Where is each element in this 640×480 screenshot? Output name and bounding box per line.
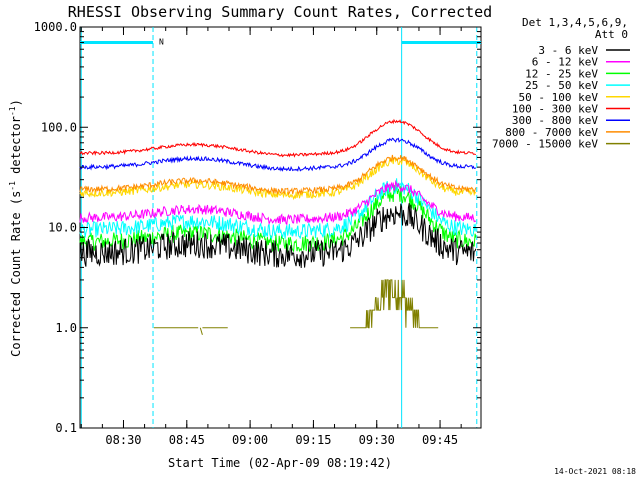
series-line-100-300kev (79, 118, 477, 158)
legend-label: 100 - 300 keV (512, 103, 598, 116)
series-line-3-6kev (79, 203, 477, 269)
y-tick-label: 0.1 (55, 421, 77, 435)
series-line-7000-15000kev-flare (350, 279, 439, 329)
chart-title: RHESSI Observing Summary Count Rates, Co… (68, 3, 492, 21)
series-line-6-12kev (79, 179, 477, 226)
y-axis-label-sup1: -1 (8, 181, 17, 191)
y-axis-label-sup2: -1 (8, 106, 17, 116)
x-axis-label: Start Time (02-Apr-09 08:19:42) (168, 456, 392, 470)
legend-label: 6 - 12 keV (532, 56, 599, 69)
y-tick-label: 1000.0 (34, 20, 77, 34)
series-line-300-800kev (79, 137, 477, 172)
timestamp: 14-Oct-2021 08:18 (554, 467, 636, 476)
series-line-12-25kev (79, 185, 477, 254)
legend-header-line1: Det 1,3,4,5,6,9, (522, 16, 628, 29)
y-axis-label: Corrected Count Rate (s-1 detector-1) (8, 99, 23, 357)
night-marker-label: N (159, 38, 164, 47)
y-tick-label: 10.0 (48, 221, 77, 235)
series-layer (79, 118, 477, 335)
y-axis: 0.1 1.0 10.0 100.0 1000.0 (34, 20, 481, 435)
x-tick-label: 09:00 (232, 433, 268, 447)
y-axis-label-main: Corrected Count Rate (s (9, 191, 23, 357)
legend-label: 7000 - 15000 keV (492, 138, 598, 151)
x-tick-label: 09:15 (295, 433, 331, 447)
legend-label: 3 - 6 keV (538, 44, 598, 57)
y-axis-label-mid: detector (9, 116, 23, 181)
series-line-50-100kev (79, 156, 477, 201)
x-tick-label: 09:45 (422, 433, 458, 447)
series-line-800-7000kev (79, 154, 477, 196)
legend-label: 800 - 7000 keV (505, 126, 598, 139)
x-tick-label: 08:30 (105, 433, 141, 447)
legend-label: 25 - 50 keV (525, 79, 598, 92)
legend-header-line2: Att 0 (595, 28, 628, 41)
y-tick-label: 100.0 (41, 120, 77, 134)
x-axis: 08:30 08:45 09:00 09:15 09:30 09:45 (80, 27, 462, 447)
legend-label: 12 - 25 keV (525, 67, 598, 80)
y-axis-label-end: ) (9, 99, 23, 106)
x-tick-label: 09:30 (359, 433, 395, 447)
legend-label: 300 - 800 keV (512, 114, 598, 127)
series-line-7000-15000kev (153, 327, 228, 335)
legend-label: 50 - 100 keV (519, 91, 599, 104)
x-tick-label: 08:45 (169, 433, 205, 447)
y-tick-label: 1.0 (55, 321, 77, 335)
